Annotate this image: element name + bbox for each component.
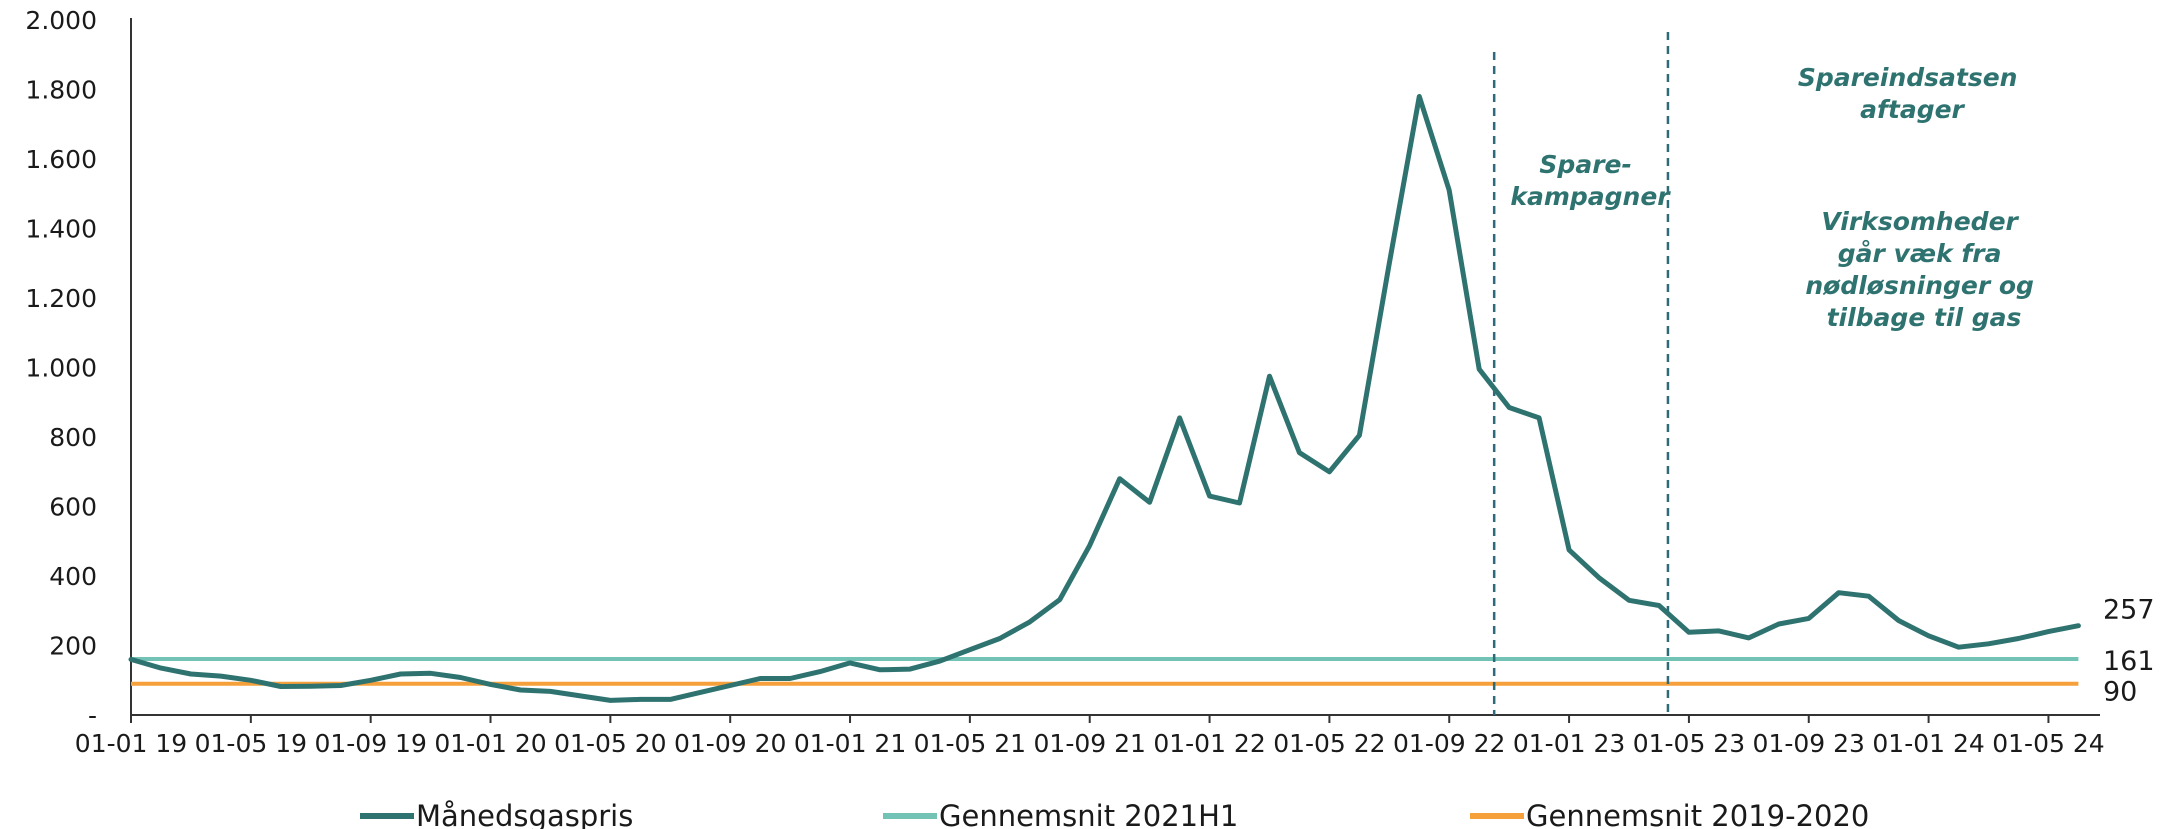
x-tick-label: 01-01 24 [1872,729,1984,758]
y-tick-label: 800 [49,423,97,452]
annotation-line: tilbage til gas [1827,303,2022,332]
legend-label-monthly-price: Månedsgaspris [416,799,633,829]
y-tick-label: 200 [49,632,97,661]
y-tick-label: 2.000 [25,6,97,35]
x-axis-ticks: 01-01 19 01-05 19 01-09 19 01-01 20 01-05 20… [75,715,2105,758]
annotation-line: Virksomheder [1821,207,2019,236]
x-tick-label: 01-09 22 [1393,729,1505,758]
y-tick-label: - [88,701,97,730]
end-label-average-2021h1: 161 [2103,646,2155,677]
x-tick-label: 01-05 21 [914,729,1026,758]
x-tick-label: 01-01 21 [794,729,906,758]
annotation-virksomheder: Virksomheder går væk fra nødløsninger og… [1805,207,2042,332]
legend-label-average-2021h1: Gennemsnit 2021H1 [939,799,1238,829]
legend-label-average-2019-2020: Gennemsnit 2019-2020 [1526,799,1869,829]
x-tick-label: 01-01 23 [1513,729,1625,758]
x-tick-label: 01-09 20 [674,729,786,758]
annotation-line: kampagner [1510,182,1671,211]
monthly-gas-price-line [128,94,2081,703]
annotation-line: aftager [1860,95,1965,124]
annotation-line: Spareindsatsen [1798,63,2018,92]
x-tick-label: 01-05 23 [1633,729,1745,758]
y-tick-label: 1.800 [25,76,97,105]
annotation-line: går væk fra [1838,239,2002,268]
x-tick-label: 01-09 23 [1753,729,1865,758]
y-tick-label: 400 [49,562,97,591]
x-tick-label: 01-01 19 [75,729,187,758]
y-tick-label: 1.600 [25,145,97,174]
annotation-spareindsatsen-aftager: Spareindsatsen aftager [1798,63,2026,124]
x-tick-label: 01-09 19 [314,729,426,758]
x-tick-label: 01-09 21 [1034,729,1146,758]
legend: Månedsgaspris Gennemsnit 2021H1 Gennemsn… [360,799,1869,829]
y-tick-label: 1.400 [25,215,97,244]
end-label-average-2019-2020: 90 [2103,677,2137,708]
x-tick-label: 01-05 22 [1273,729,1385,758]
y-tick-label: 600 [49,493,97,522]
x-tick-label: 01-01 22 [1153,729,1265,758]
x-tick-label: 01-01 20 [434,729,546,758]
annotation-line: Spare- [1539,150,1631,179]
x-tick-label: 01-05 19 [195,729,307,758]
y-tick-label: 1.200 [25,284,97,313]
annotation-spare-kampagner: Spare- kampagner [1510,150,1671,211]
end-label-monthly-price: 257 [2103,595,2155,626]
annotation-line: nødløsninger og [1805,271,2034,300]
y-tick-label: 1.000 [25,354,97,383]
x-tick-label: 01-05 20 [554,729,666,758]
x-tick-label: 01-05 24 [1992,729,2104,758]
y-axis-ticks: 2.000 1.800 1.600 1.400 1.200 1.000 800 600 400 2… [25,6,97,730]
